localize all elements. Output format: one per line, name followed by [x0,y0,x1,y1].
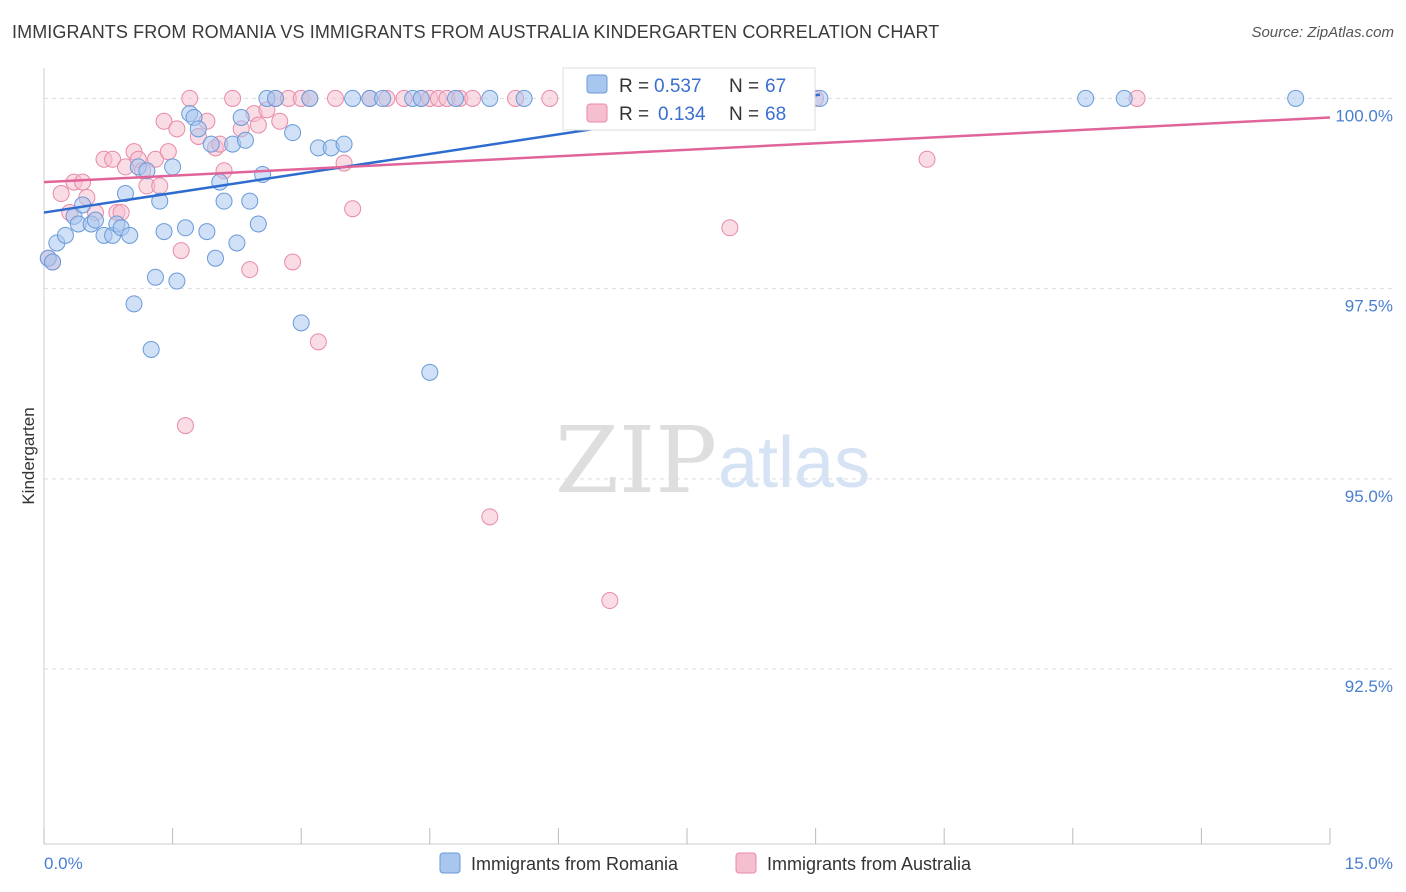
romania-point [241,192,259,210]
watermark: ZIP atlas [555,407,870,514]
y-tick-label: 97.5% [1345,297,1393,316]
y-axis-label: Kindergarten [19,407,38,504]
romania-point [249,215,267,233]
romania-point [164,158,182,176]
bottom-legend-label-romania: Immigrants from Romania [471,854,679,874]
australia-point [104,150,122,168]
grid-lines [44,97,1392,670]
australia-point [159,143,177,161]
bottom-legend-label-australia: Immigrants from Australia [767,854,972,874]
x-tick-label-max: 15.0% [1345,854,1393,873]
australia-point [326,89,344,107]
y-tick-label: 95.0% [1345,487,1393,506]
romania-point [344,89,362,107]
australia-point [249,116,267,134]
romania-point [121,226,139,244]
romania-point [44,253,62,271]
australia-point [151,177,169,195]
romania-point [125,295,143,313]
romania-point [215,192,233,210]
legend-n-label-australia: N = [729,104,759,125]
australia-point [601,592,619,610]
romania-point [1287,89,1305,107]
romania-point [189,120,207,138]
australia-point [172,242,190,260]
romania-point [146,268,164,286]
romania-point [1077,89,1095,107]
australia-point [284,253,302,271]
romania-point [168,272,186,290]
australia-point [181,89,199,107]
australia-point [176,417,194,435]
australia-point [918,150,936,168]
series-australia-points [39,89,1146,610]
australia-point [52,185,70,203]
series-romania-points [39,89,1305,381]
romania-point [284,124,302,142]
australia-point [481,508,499,526]
australia-point [168,120,186,138]
romania-point [1115,89,1133,107]
chart-title: IMMIGRANTS FROM ROMANIA VS IMMIGRANTS FR… [12,22,940,42]
romania-point [86,211,104,229]
romania-point [236,131,254,149]
australia-point [464,89,482,107]
australia-point [146,150,164,168]
romania-point [481,89,499,107]
bottom-legend-swatch-australia [735,852,757,874]
series-legend: Immigrants from Romania Immigrants from … [439,852,972,874]
legend-n-label-romania: N = [729,76,759,97]
romania-point [335,135,353,153]
legend-r-label-australia: R = [619,104,649,125]
legend-n-value-australia: 68 [765,104,786,125]
australia-point [721,219,739,237]
legend-r-label-romania: R = [619,76,649,97]
bottom-legend-swatch-romania [439,852,461,874]
watermark-zip: ZIP [555,407,717,514]
romania-point [206,249,224,267]
australia-point [309,333,327,351]
y-tick-label: 92.5% [1345,677,1393,696]
romania-point [232,108,250,126]
romania-point [176,219,194,237]
legend-swatch-australia [586,103,608,123]
romania-point [301,89,319,107]
romania-point [266,89,284,107]
romania-point [155,223,173,241]
australia-point [155,112,173,130]
romania-point [116,185,134,203]
legend-swatch-romania [586,74,608,94]
romania-point [142,340,160,358]
romania-point [198,223,216,241]
legend-r-value-australia: 0.134 [658,104,706,125]
stats-legend: R = 0.537 N = 67 R = 0.134 N = 68 [562,67,816,131]
romania-point [374,89,392,107]
romania-point [228,234,246,252]
romania-point [202,135,220,153]
romania-point [515,89,533,107]
romania-point [56,226,74,244]
romania-point [421,363,439,381]
australia-point [241,261,259,279]
australia-point [344,200,362,218]
romania-point [412,89,430,107]
romania-point [138,162,156,180]
x-axis-ticks [43,828,1331,844]
romania-point [151,192,169,210]
legend-n-value-romania: 67 [765,76,786,97]
australia-trend-line [43,116,1331,184]
australia-point [74,173,92,191]
australia-point [224,89,242,107]
x-tick-label-min: 0.0% [44,854,83,873]
romania-point [447,89,465,107]
y-tick-label: 100.0% [1335,106,1393,125]
y-axis-tick-labels: 100.0% 97.5% 95.0% 92.5% [1335,106,1393,696]
source-credit: Source: ZipAtlas.com [1251,24,1394,41]
romania-point [292,314,310,332]
australia-point [541,89,559,107]
watermark-atlas: atlas [718,423,870,503]
australia-point [271,112,289,130]
legend-r-value-romania: 0.537 [654,76,702,97]
